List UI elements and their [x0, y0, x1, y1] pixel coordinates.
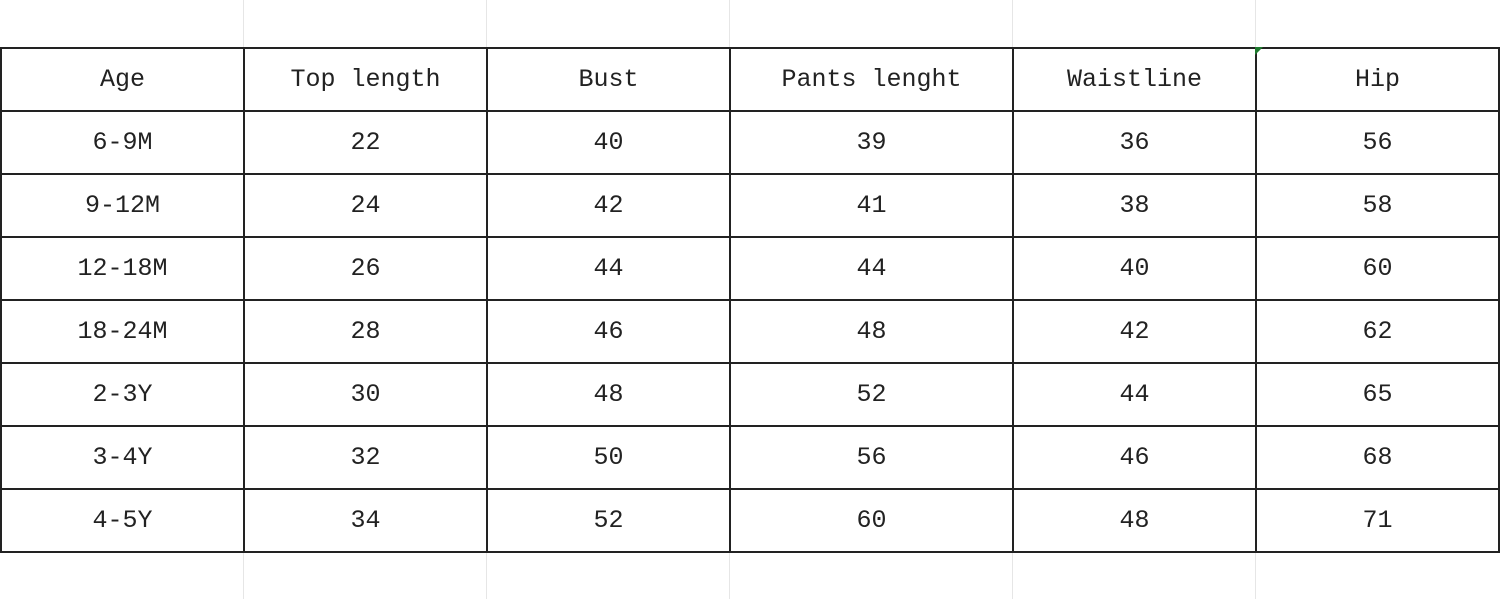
- table-cell[interactable]: 34: [243, 488, 488, 553]
- table-cell[interactable]: 24: [243, 173, 488, 238]
- column-header[interactable]: Age: [0, 47, 245, 112]
- table-cell[interactable]: 44: [486, 236, 731, 301]
- table-cell[interactable]: 40: [1012, 236, 1257, 301]
- table-cell[interactable]: 65: [1255, 362, 1500, 427]
- table-row: 9-12M 24 42 41 38 58: [0, 173, 1500, 238]
- table-cell[interactable]: 50: [486, 425, 731, 490]
- table-cell[interactable]: 60: [729, 488, 1014, 553]
- table-cell[interactable]: 40: [486, 110, 731, 175]
- table-row: 3-4Y 32 50 56 46 68: [0, 425, 1500, 490]
- table-cell[interactable]: 62: [1255, 299, 1500, 364]
- table-cell[interactable]: 32: [243, 425, 488, 490]
- table-cell[interactable]: 30: [243, 362, 488, 427]
- table-cell[interactable]: 6-9M: [0, 110, 245, 175]
- table-cell[interactable]: 12-18M: [0, 236, 245, 301]
- table-cell[interactable]: 18-24M: [0, 299, 245, 364]
- table-cell[interactable]: 68: [1255, 425, 1500, 490]
- table-row: 2-3Y 30 48 52 44 65: [0, 362, 1500, 427]
- table-row: 6-9M 22 40 39 36 56: [0, 110, 1500, 175]
- table-cell[interactable]: 56: [1255, 110, 1500, 175]
- table-row: 18-24M 28 46 48 42 62: [0, 299, 1500, 364]
- table-cell[interactable]: 28: [243, 299, 488, 364]
- column-header[interactable]: Top length: [243, 47, 488, 112]
- table-cell[interactable]: 3-4Y: [0, 425, 245, 490]
- table-cell[interactable]: 46: [1012, 425, 1257, 490]
- table-cell[interactable]: 4-5Y: [0, 488, 245, 553]
- table-cell[interactable]: 56: [729, 425, 1014, 490]
- table-cell[interactable]: 39: [729, 110, 1014, 175]
- size-chart-table: Age Top length Bust Pants lenght Waistline Hi…: [0, 47, 1500, 553]
- table-cell[interactable]: 42: [1012, 299, 1257, 364]
- table-cell[interactable]: 22: [243, 110, 488, 175]
- table-cell[interactable]: 42: [486, 173, 731, 238]
- table-cell[interactable]: 48: [486, 362, 731, 427]
- table-cell[interactable]: 52: [729, 362, 1014, 427]
- table-cell[interactable]: 71: [1255, 488, 1500, 553]
- table-cell[interactable]: 44: [1012, 362, 1257, 427]
- table-cell[interactable]: 2-3Y: [0, 362, 245, 427]
- table-cell[interactable]: 36: [1012, 110, 1257, 175]
- table-cell[interactable]: 46: [486, 299, 731, 364]
- table-cell[interactable]: 38: [1012, 173, 1257, 238]
- column-header[interactable]: Waistline: [1012, 47, 1257, 112]
- table-cell[interactable]: 48: [1012, 488, 1257, 553]
- column-header[interactable]: Hip: [1255, 47, 1500, 112]
- cell-indicator-icon: [1255, 47, 1263, 55]
- table-row: 12-18M 26 44 44 40 60: [0, 236, 1500, 301]
- column-header[interactable]: Pants lenght: [729, 47, 1014, 112]
- table-cell[interactable]: 26: [243, 236, 488, 301]
- table-cell[interactable]: 9-12M: [0, 173, 245, 238]
- table-cell[interactable]: 48: [729, 299, 1014, 364]
- header-row: Age Top length Bust Pants lenght Waistline Hi…: [0, 47, 1500, 112]
- table-cell[interactable]: 52: [486, 488, 731, 553]
- table-cell[interactable]: 41: [729, 173, 1014, 238]
- table-row: 4-5Y 34 52 60 48 71: [0, 488, 1500, 553]
- column-header[interactable]: Bust: [486, 47, 731, 112]
- table-cell[interactable]: 44: [729, 236, 1014, 301]
- table-cell[interactable]: 60: [1255, 236, 1500, 301]
- table-cell[interactable]: 58: [1255, 173, 1500, 238]
